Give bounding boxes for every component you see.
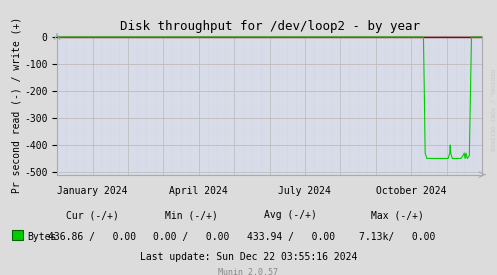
Text: Last update: Sun Dec 22 03:55:16 2024: Last update: Sun Dec 22 03:55:16 2024 bbox=[140, 252, 357, 262]
Text: Bytes: Bytes bbox=[27, 232, 56, 242]
Text: 433.94 /   0.00: 433.94 / 0.00 bbox=[247, 232, 335, 242]
Text: Munin 2.0.57: Munin 2.0.57 bbox=[219, 268, 278, 275]
Text: Min (-/+): Min (-/+) bbox=[165, 210, 218, 220]
Text: January 2024: January 2024 bbox=[57, 186, 128, 196]
Text: 436.86 /   0.00: 436.86 / 0.00 bbox=[48, 232, 136, 242]
Text: Max (-/+): Max (-/+) bbox=[371, 210, 424, 220]
Text: July 2024: July 2024 bbox=[278, 186, 331, 196]
Y-axis label: Pr second read (-) / write (+): Pr second read (-) / write (+) bbox=[11, 17, 21, 193]
Text: Cur (-/+): Cur (-/+) bbox=[66, 210, 118, 220]
Text: April 2024: April 2024 bbox=[169, 186, 228, 196]
Text: 0.00 /   0.00: 0.00 / 0.00 bbox=[153, 232, 230, 242]
Text: 7.13k/   0.00: 7.13k/ 0.00 bbox=[359, 232, 436, 242]
Text: October 2024: October 2024 bbox=[376, 186, 446, 196]
Text: RRDTOOL / TOBI OETIKER: RRDTOOL / TOBI OETIKER bbox=[490, 69, 495, 151]
Text: Avg (-/+): Avg (-/+) bbox=[264, 210, 317, 220]
Title: Disk throughput for /dev/loop2 - by year: Disk throughput for /dev/loop2 - by year bbox=[120, 20, 419, 33]
